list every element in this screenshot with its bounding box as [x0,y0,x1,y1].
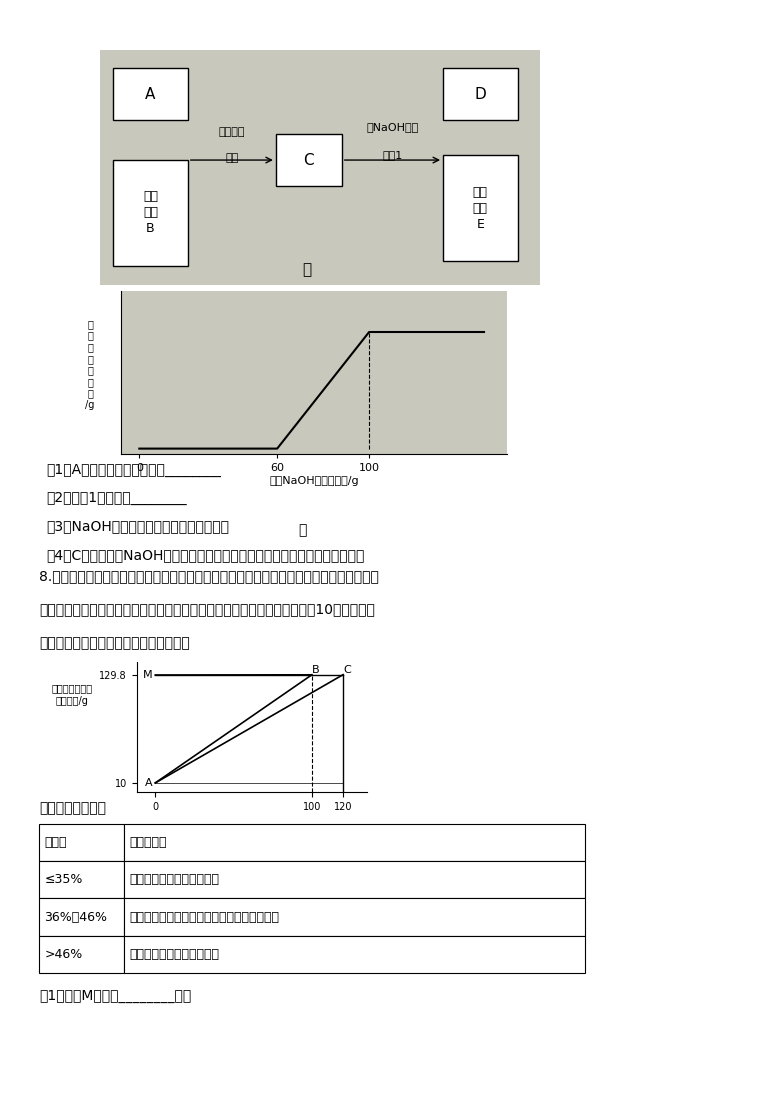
Bar [39,935,123,973]
Text: ≤35%: ≤35% [44,874,83,887]
Bar [123,861,585,898]
Text: （3）NaOH溶液中溶质的质量分数是多少？: （3）NaOH溶液中溶质的质量分数是多少？ [46,520,229,534]
Text: 36%～46%: 36%～46% [44,910,108,923]
Text: 抗拉强度下降，无使用价値: 抗拉强度下降，无使用价値 [129,947,219,961]
Text: 塑性减小而抗拉强度上升，只适于热压力加工: 塑性减小而抗拉强度上升，只适于热压力加工 [129,910,279,923]
Text: 含锥量: 含锥量 [44,836,67,849]
Text: 甲: 甲 [302,263,311,278]
Text: 8.黄铜是由铜和锥组成的合金，常被用于制造阀门、水管、空调内外机连接管和散热器等。: 8.黄铜是由铜和锥组成的合金，常被用于制造阀门、水管、空调内外机连接管和散热器等… [39,569,379,583]
Text: 反应容器内物质
的总质量/g: 反应容器内物质 的总质量/g [51,683,93,706]
Bar [123,824,585,861]
Bar [443,156,518,261]
Text: （4）C溶液中加入NaOH溶液至恰好完全反应时，所得溶液中溶质的质量是多少: （4）C溶液中加入NaOH溶液至恰好完全反应时，所得溶液中溶质的质量是多少 [46,548,364,561]
Bar [123,935,585,973]
Text: C: C [303,152,314,168]
Text: 充分反应: 充分反应 [218,127,245,137]
Text: 加NaOH溶液: 加NaOH溶液 [367,122,419,132]
Bar [39,824,123,861]
Text: A: A [144,778,152,788]
Text: C: C [343,665,351,675]
Text: B: B [312,665,320,675]
Bar [39,898,123,935]
X-axis label: 加入NaOH溶液的质量/g: 加入NaOH溶液的质量/g [269,476,359,486]
Text: （2）操作1的名称是________: （2）操作1的名称是________ [46,491,186,505]
Bar [443,68,518,120]
Bar [113,160,188,266]
Text: 蓝色
沉淠
E: 蓝色 沉淠 E [473,185,488,231]
Text: 操作1: 操作1 [382,150,402,160]
Text: 加热: 加热 [225,152,239,163]
Bar [123,898,585,935]
Text: 乙: 乙 [298,523,307,537]
Text: 塑性好，适于冷热加压加工: 塑性好，适于冷热加压加工 [129,874,219,887]
Bar [276,135,342,186]
Text: 请回答以下问题：: 请回答以下问题： [39,801,106,815]
Text: （1）图中M的値为________克。: （1）图中M的値为________克。 [39,989,191,1004]
Bar [39,861,123,898]
Text: 黑色
固体
B: 黑色 固体 B [143,191,158,235]
Text: （1）A溶液中溶质的化学式是________: （1）A溶液中溶质的化学式是________ [46,463,221,476]
Text: 当黄铜的含锥量不同时，其性能不同，见下表。小实同学用足量的稀硫酸对10克某铜锥合: 当黄铜的含锥量不同时，其性能不同，见下表。小实同学用足量的稀硫酸对10克某铜锥合 [39,602,375,617]
Text: D: D [474,87,486,101]
Text: A: A [145,87,156,101]
Text: 性能及用途: 性能及用途 [129,836,167,849]
Text: 金样品进行科学探究，有关数据见下图。: 金样品进行科学探究，有关数据见下图。 [39,636,190,650]
Bar [113,68,188,120]
Text: M: M [143,670,152,679]
Text: 产
生
沉
淠
的
质
量
/g: 产 生 沉 淠 的 质 量 /g [85,319,94,410]
Text: >46%: >46% [44,947,83,961]
